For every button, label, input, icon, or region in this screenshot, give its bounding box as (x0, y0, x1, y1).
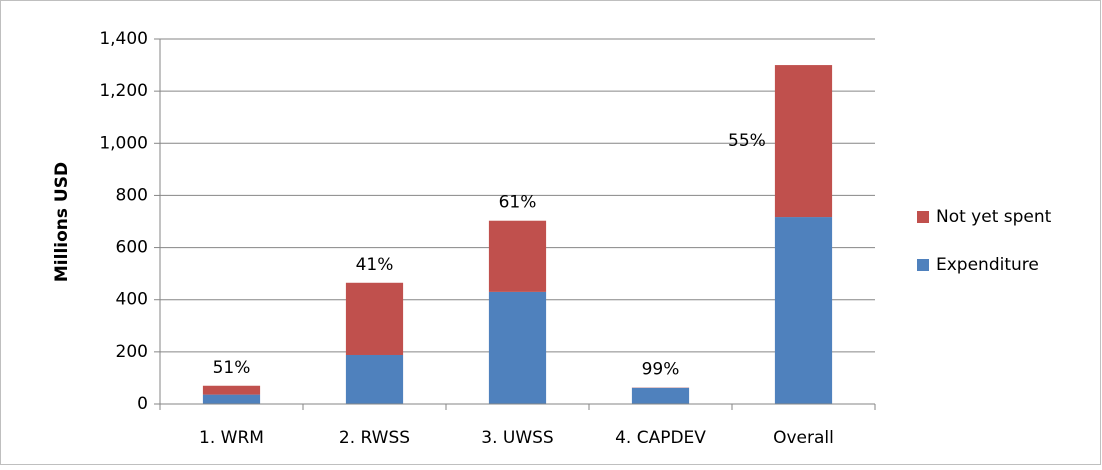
y-tick-label: 200 (116, 342, 148, 362)
y-tick-label: 400 (116, 290, 148, 310)
y-tick-label: 600 (116, 238, 148, 258)
x-tick-label: 1. WRM (199, 428, 264, 448)
legend-label: Not yet spent (936, 207, 1052, 227)
x-tick-label: 4. CAPDEV (615, 428, 706, 448)
x-tick-label: Overall (773, 428, 834, 448)
y-tick-label: 1,000 (99, 133, 148, 153)
bar-segment (346, 355, 403, 404)
y-tick-label: 1,400 (99, 29, 148, 49)
y-tick-label: 1,200 (99, 81, 148, 101)
legend-swatch (917, 211, 929, 223)
bar-segment (775, 217, 832, 404)
bar-segment (632, 388, 689, 404)
y-tick-label: 0 (137, 394, 148, 414)
legend-swatch (917, 259, 929, 271)
y-tick-label: 800 (116, 185, 148, 205)
x-tick-label: 3. UWSS (481, 428, 553, 448)
bar-segment (489, 221, 546, 292)
bar-annotation: 99% (642, 360, 680, 380)
y-axis-label: Millions USD (52, 162, 72, 282)
legend-label: Expenditure (936, 255, 1039, 275)
x-tick-label: 2. RWSS (339, 428, 410, 448)
bar-annotation: 55% (728, 131, 766, 151)
bar-annotation: 51% (213, 358, 251, 378)
bar-segment (489, 292, 546, 404)
bar-segment (775, 65, 832, 217)
bar-segment (203, 395, 260, 404)
bar-segment (346, 283, 403, 355)
bar-annotation: 61% (499, 193, 537, 213)
bar-annotation: 41% (356, 255, 394, 275)
bar-segment (203, 386, 260, 395)
